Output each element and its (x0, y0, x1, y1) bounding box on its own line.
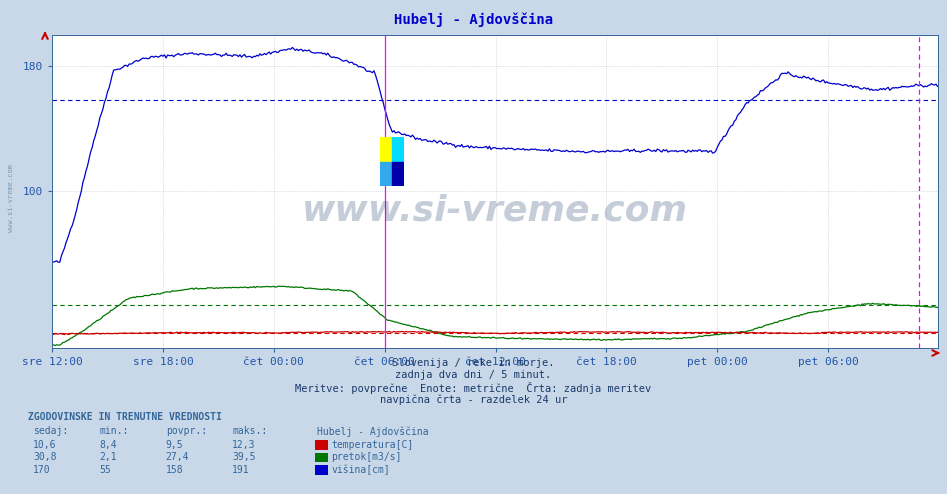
Text: 39,5: 39,5 (232, 453, 256, 462)
Text: pretok[m3/s]: pretok[m3/s] (331, 453, 402, 462)
Text: 191: 191 (232, 465, 250, 475)
Text: višina[cm]: višina[cm] (331, 464, 390, 475)
Text: 12,3: 12,3 (232, 440, 256, 450)
Text: Hubelj - Ajdovščina: Hubelj - Ajdovščina (394, 12, 553, 27)
Text: maks.:: maks.: (232, 426, 267, 436)
Text: Meritve: povprečne  Enote: metrične  Črta: zadnja meritev: Meritve: povprečne Enote: metrične Črta:… (295, 382, 652, 394)
Bar (380, 162, 392, 187)
Text: 55: 55 (99, 465, 111, 475)
Text: 27,4: 27,4 (166, 453, 189, 462)
Text: 158: 158 (166, 465, 184, 475)
Text: sedaj:: sedaj: (33, 426, 68, 436)
Bar (380, 137, 392, 162)
Text: min.:: min.: (99, 426, 129, 436)
Text: 8,4: 8,4 (99, 440, 117, 450)
Text: Hubelj - Ajdovščina: Hubelj - Ajdovščina (317, 426, 429, 437)
Text: www.si-vreme.com: www.si-vreme.com (9, 164, 14, 232)
Text: www.si-vreme.com: www.si-vreme.com (302, 193, 688, 227)
Text: 9,5: 9,5 (166, 440, 184, 450)
Text: 170: 170 (33, 465, 51, 475)
Text: 10,6: 10,6 (33, 440, 57, 450)
Text: 2,1: 2,1 (99, 453, 117, 462)
Text: navpična črta - razdelek 24 ur: navpična črta - razdelek 24 ur (380, 395, 567, 406)
Text: zadnja dva dni / 5 minut.: zadnja dva dni / 5 minut. (396, 370, 551, 380)
Bar (392, 162, 403, 187)
Text: povpr.:: povpr.: (166, 426, 206, 436)
Text: Slovenija / reke in morje.: Slovenija / reke in morje. (392, 358, 555, 368)
Text: 30,8: 30,8 (33, 453, 57, 462)
Bar (392, 137, 403, 162)
Text: ZGODOVINSKE IN TRENUTNE VREDNOSTI: ZGODOVINSKE IN TRENUTNE VREDNOSTI (28, 412, 223, 422)
Text: temperatura[C]: temperatura[C] (331, 440, 414, 450)
